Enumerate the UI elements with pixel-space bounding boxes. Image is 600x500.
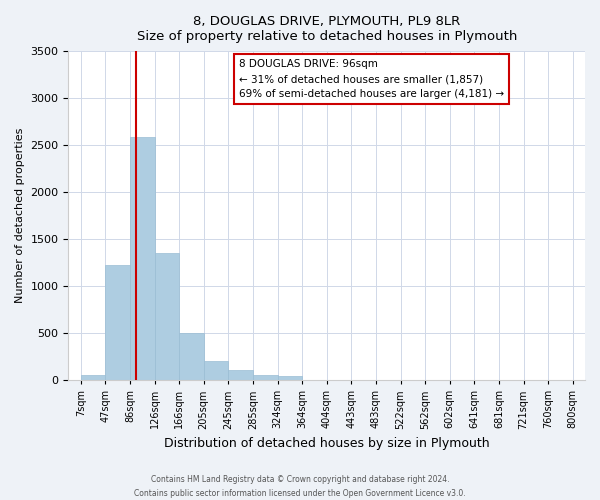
Bar xyxy=(253,376,278,380)
Text: Contains HM Land Registry data © Crown copyright and database right 2024.
Contai: Contains HM Land Registry data © Crown c… xyxy=(134,476,466,498)
X-axis label: Distribution of detached houses by size in Plymouth: Distribution of detached houses by size … xyxy=(164,437,490,450)
Bar xyxy=(204,362,229,380)
Title: 8, DOUGLAS DRIVE, PLYMOUTH, PL9 8LR
Size of property relative to detached houses: 8, DOUGLAS DRIVE, PLYMOUTH, PL9 8LR Size… xyxy=(137,15,517,43)
Bar xyxy=(155,253,179,380)
Bar xyxy=(81,376,106,380)
Text: 8 DOUGLAS DRIVE: 96sqm
← 31% of detached houses are smaller (1,857)
69% of semi-: 8 DOUGLAS DRIVE: 96sqm ← 31% of detached… xyxy=(239,60,504,99)
Bar xyxy=(278,376,302,380)
Bar xyxy=(106,264,130,380)
Bar xyxy=(179,333,204,380)
Bar xyxy=(130,136,155,380)
Y-axis label: Number of detached properties: Number of detached properties xyxy=(15,128,25,304)
Bar xyxy=(229,370,253,380)
